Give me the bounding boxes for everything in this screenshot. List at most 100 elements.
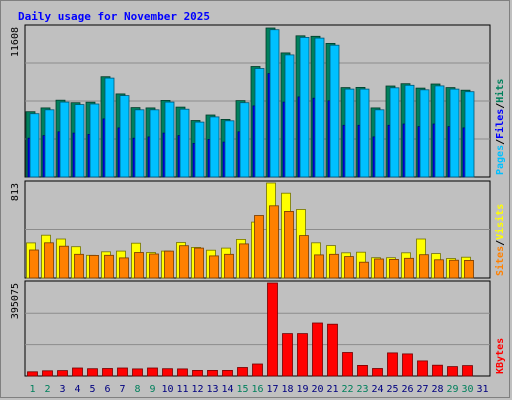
bar-pages-1 xyxy=(29,113,40,178)
bar-pages-7 xyxy=(119,95,130,178)
x-label-29: 29 xyxy=(446,384,458,395)
bar-sites-5 xyxy=(89,254,99,279)
bar-sites-8 xyxy=(134,252,144,279)
bar-sites-9 xyxy=(149,253,159,279)
legend-separator: / xyxy=(495,139,506,145)
bar-sites-17 xyxy=(269,205,279,279)
bar-sites-25 xyxy=(389,258,399,279)
bar-kbytes-28 xyxy=(432,364,443,377)
x-label-12: 12 xyxy=(191,384,203,395)
panel-visits-sites: 813 Sites/Visits xyxy=(10,180,506,279)
bar-sites-4 xyxy=(74,253,84,279)
legend-visits: Visits xyxy=(494,204,506,240)
bar-pages-2 xyxy=(44,109,55,178)
x-label-10: 10 xyxy=(161,384,173,395)
bar-kbytes-2 xyxy=(42,370,53,377)
bar-sites-22 xyxy=(344,256,354,279)
panel-hits-files-pages: 11608 Pages/Files/Hits xyxy=(10,24,506,178)
bar-pages-12 xyxy=(194,121,205,178)
bar-pages-24 xyxy=(374,109,385,178)
bar-pages-30 xyxy=(464,91,475,178)
bar-pages-25 xyxy=(389,87,400,178)
bar-pages-16 xyxy=(254,68,265,178)
x-label-14: 14 xyxy=(221,384,233,395)
legend-separator: / xyxy=(495,103,506,109)
legend-hits-files-pages: Pages/Files/Hits xyxy=(494,79,506,175)
bar-kbytes-23 xyxy=(357,364,368,377)
bar-kbytes-14 xyxy=(222,369,233,377)
x-label-21: 21 xyxy=(326,384,338,395)
bar-kbytes-20 xyxy=(312,322,323,377)
bar-kbytes-4 xyxy=(72,367,83,377)
legend-hits: Hits xyxy=(494,79,506,103)
bar-kbytes-13 xyxy=(207,369,218,377)
bar-kbytes-21 xyxy=(327,323,338,377)
bar-sites-3 xyxy=(59,245,69,279)
bar-pages-13 xyxy=(209,116,220,178)
bar-pages-29 xyxy=(449,88,460,178)
bar-pages-19 xyxy=(299,37,310,178)
bar-sites-10 xyxy=(164,250,174,279)
bar-sites-13 xyxy=(209,255,219,279)
x-label-4: 4 xyxy=(74,384,80,395)
bar-pages-22 xyxy=(344,88,355,178)
bar-kbytes-19 xyxy=(297,333,308,377)
x-label-16: 16 xyxy=(251,384,263,395)
x-label-23: 23 xyxy=(356,384,368,395)
bar-kbytes-3 xyxy=(57,370,68,377)
x-label-28: 28 xyxy=(431,384,443,395)
bar-sites-21 xyxy=(329,253,339,279)
legend-kbytes: KBytes xyxy=(495,338,506,374)
bar-kbytes-18 xyxy=(282,333,293,377)
bar-sites-23 xyxy=(359,261,369,279)
bar-pages-10 xyxy=(164,101,175,178)
y-max-label: 11608 xyxy=(10,27,21,57)
x-label-19: 19 xyxy=(296,384,308,395)
bar-pages-15 xyxy=(239,102,250,178)
x-label-11: 11 xyxy=(176,384,188,395)
bar-sites-6 xyxy=(104,254,114,279)
bar-kbytes-6 xyxy=(102,368,113,377)
bar-sites-19 xyxy=(299,235,309,279)
bar-pages-6 xyxy=(104,77,115,178)
bar-kbytes-9 xyxy=(147,367,158,377)
bar-sites-12 xyxy=(194,247,204,279)
bar-sites-16 xyxy=(254,215,264,279)
x-label-9: 9 xyxy=(149,384,155,395)
bar-kbytes-5 xyxy=(87,368,98,377)
bar-pages-9 xyxy=(149,109,160,178)
bar-sites-14 xyxy=(224,253,234,279)
bar-sites-30 xyxy=(464,259,474,279)
x-label-20: 20 xyxy=(311,384,323,395)
x-label-25: 25 xyxy=(386,384,398,395)
bar-pages-18 xyxy=(284,54,295,178)
bar-kbytes-26 xyxy=(402,353,413,377)
bar-pages-21 xyxy=(329,44,340,178)
bar-sites-11 xyxy=(179,245,189,279)
bar-kbytes-7 xyxy=(117,367,128,377)
x-label-15: 15 xyxy=(236,384,248,395)
x-label-22: 22 xyxy=(341,384,353,395)
bar-kbytes-29 xyxy=(447,366,458,377)
bar-pages-23 xyxy=(359,88,370,178)
x-label-7: 7 xyxy=(119,384,125,395)
bar-sites-2 xyxy=(44,242,54,279)
x-label-6: 6 xyxy=(104,384,110,395)
bar-kbytes-24 xyxy=(372,368,383,377)
x-label-1: 1 xyxy=(29,384,35,395)
bar-pages-11 xyxy=(179,108,190,178)
bar-sites-29 xyxy=(449,259,459,279)
bar-sites-26 xyxy=(404,257,414,279)
bar-kbytes-27 xyxy=(417,360,428,377)
x-label-17: 17 xyxy=(266,384,278,395)
x-label-2: 2 xyxy=(44,384,50,395)
x-label-30: 30 xyxy=(461,384,473,395)
bar-pages-20 xyxy=(314,37,325,178)
y-max-label: 395075 xyxy=(10,283,21,319)
legend-sites: Sites xyxy=(494,246,506,276)
bar-sites-1 xyxy=(29,249,39,279)
x-label-13: 13 xyxy=(206,384,218,395)
bar-sites-15 xyxy=(239,243,249,279)
bar-pages-14 xyxy=(224,120,235,178)
